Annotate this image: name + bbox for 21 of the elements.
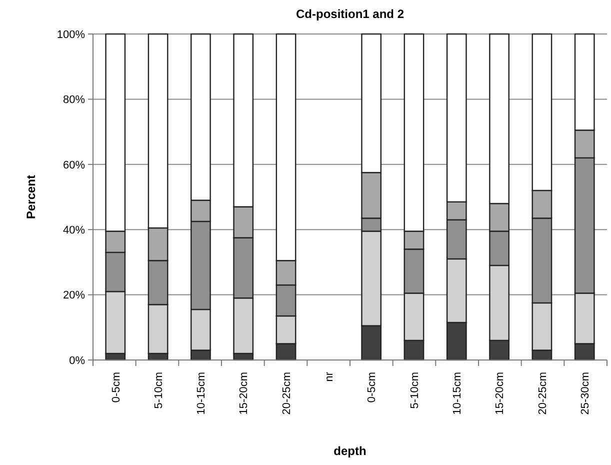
x-tick-label: 15-20cm <box>494 372 506 415</box>
x-tick-label: nr <box>324 372 336 382</box>
x-tick-label: 20-25cm <box>536 372 549 415</box>
x-axis-title: depth <box>334 444 366 458</box>
x-tick-label: 20-25cm <box>280 372 293 415</box>
y-tick-label: 100% <box>56 28 86 41</box>
x-tick-label: 5-10cm <box>408 372 421 409</box>
y-tick-label: 0% <box>69 354 86 367</box>
y-axis-title: Percent <box>24 174 38 220</box>
y-tick-label: 20% <box>62 290 86 302</box>
y-tick-label: 60% <box>62 159 86 172</box>
x-tick-label: 10-15cm <box>451 372 464 415</box>
x-tick-label: 0-5cm <box>110 372 122 403</box>
x-tick-label: 0-5cm <box>366 372 378 403</box>
x-tick-label: 10-15cm <box>196 372 208 415</box>
y-tick-label: 40% <box>62 224 86 236</box>
y-tick-label: 80% <box>62 94 86 106</box>
x-tick-label: 5-10cm <box>152 372 165 409</box>
x-tick-label: 25-30cm <box>579 372 592 415</box>
x-tick-label: 15-20cm <box>238 372 250 415</box>
chart-title: Cd-position1 and 2 <box>296 7 404 21</box>
